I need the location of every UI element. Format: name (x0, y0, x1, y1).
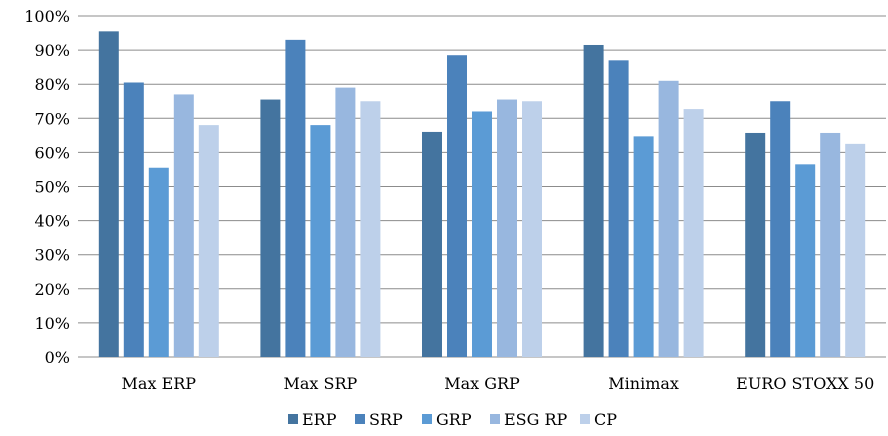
y-tick-label: 20% (34, 280, 70, 299)
legend-label: ERP (302, 410, 337, 429)
bar (583, 44, 604, 358)
y-tick-label: 0% (45, 348, 70, 367)
bar (608, 60, 629, 358)
x-axis-categories: Max ERP Max SRP Max GRP Minimax EURO STOXX 5… (122, 374, 875, 393)
y-tick-label: 40% (34, 212, 70, 231)
bar (98, 31, 119, 357)
legend-label: SRP (369, 410, 403, 429)
legend: ERP SRP GRP ESG RP CP (288, 410, 617, 429)
x-category-label: EURO STOXX 50 (736, 374, 874, 393)
y-tick-label: 100% (24, 7, 70, 26)
legend-swatch (490, 414, 500, 424)
bar (260, 99, 281, 358)
x-category-label: Minimax (608, 374, 679, 393)
bar (285, 39, 306, 358)
bar (472, 111, 492, 357)
y-axis-ticks: 0% 10% 20% 30% 40% 50% 60% 70% 80% 90% 100% (24, 7, 70, 367)
bar (123, 82, 144, 358)
x-category-label: Max GRP (444, 374, 520, 393)
bar (335, 87, 356, 358)
bar (795, 164, 816, 357)
x-category-label: Max SRP (283, 374, 357, 393)
y-tick-label: 60% (34, 143, 70, 162)
y-tick-label: 50% (34, 178, 70, 197)
bars (98, 31, 866, 358)
bar (497, 99, 517, 358)
y-tick-label: 90% (34, 41, 70, 60)
bar (447, 55, 467, 358)
bar (360, 101, 381, 357)
legend-swatch (580, 414, 590, 424)
bar (198, 125, 219, 358)
y-tick-label: 10% (34, 314, 70, 333)
bar (148, 167, 169, 357)
bar (745, 132, 766, 357)
bar (522, 101, 542, 357)
legend-label: ESG RP (504, 410, 568, 429)
bar (422, 131, 442, 357)
bar (683, 109, 704, 357)
bar (658, 80, 679, 357)
x-category-label: Max ERP (122, 374, 197, 393)
bar (310, 125, 331, 358)
y-tick-label: 70% (34, 109, 70, 128)
legend-swatch (355, 414, 365, 424)
bar (845, 143, 866, 357)
bar (820, 132, 841, 357)
legend-label: GRP (436, 410, 472, 429)
legend-swatch (288, 414, 298, 424)
legend-label: CP (594, 410, 617, 429)
y-tick-label: 80% (34, 75, 70, 94)
legend-swatch (422, 414, 432, 424)
bar (173, 94, 194, 358)
bar (633, 136, 654, 357)
y-tick-label: 30% (34, 246, 70, 265)
bar (770, 101, 791, 357)
